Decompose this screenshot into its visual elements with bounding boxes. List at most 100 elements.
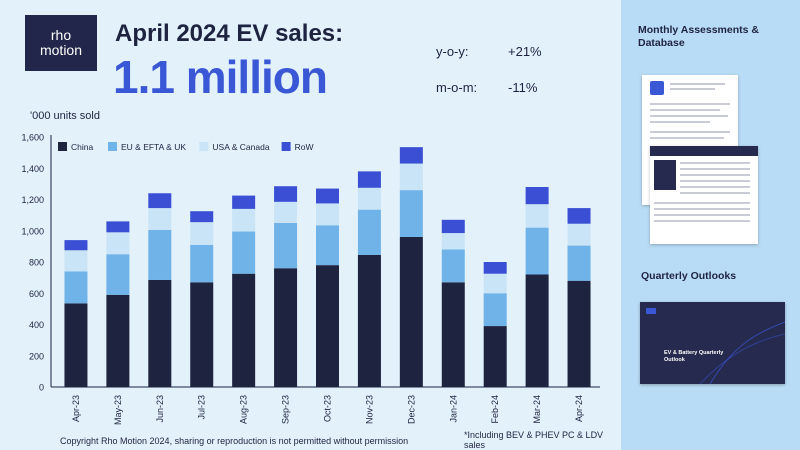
y-tick-label: 600: [29, 289, 44, 299]
x-tick-label: Apr-24: [574, 395, 584, 422]
outlook-card-title: EV & Battery Quarterly Outlook: [664, 350, 724, 363]
bar-usa-canada-jun-23: [148, 208, 172, 230]
x-tick-label: Sep-23: [281, 395, 291, 424]
yoy-label: y-o-y:: [436, 44, 469, 59]
doc-logo-icon: [650, 81, 664, 95]
bar-usa-canada-sep-23: [274, 201, 298, 223]
logo-text-line2: motion: [39, 42, 83, 58]
bar-row-aug-23: [232, 195, 256, 209]
x-tick-label: Aug-23: [239, 395, 249, 424]
bar-row-dec-23: [399, 147, 423, 164]
x-tick-label: Oct-23: [323, 395, 333, 422]
copyright-footer: Copyright Rho Motion 2024, sharing or re…: [60, 436, 409, 446]
y-tick-label: 1,000: [21, 226, 44, 236]
bar-eu-efta-uk-jun-23: [148, 229, 172, 280]
bar-eu-efta-uk-jan-24: [441, 249, 465, 283]
bar-usa-canada-apr-24: [567, 223, 591, 246]
bar-eu-efta-uk-aug-23: [232, 231, 256, 274]
yoy-value: +21%: [508, 44, 542, 59]
bar-china-sep-23: [274, 268, 298, 387]
main-panel: rho motion April 2024 EV sales: 1.1 mill…: [21, 15, 604, 450]
bar-eu-efta-uk-feb-24: [483, 293, 507, 327]
bar-usa-canada-oct-23: [316, 203, 339, 226]
bar-eu-efta-uk-jul-23: [190, 244, 214, 283]
mom-label: m-o-m:: [436, 80, 478, 95]
x-tick-label: Feb-24: [490, 395, 500, 424]
y-tick-label: 1,600: [21, 133, 44, 143]
legend-label: China: [71, 142, 93, 152]
x-tick-label: Nov-23: [364, 395, 374, 424]
y-tick-label: 200: [29, 351, 44, 361]
bar-china-jan-24: [441, 282, 465, 387]
bar-usa-canada-aug-23: [232, 208, 256, 232]
x-tick-label: Jan-24: [448, 395, 458, 423]
bar-eu-efta-uk-sep-23: [274, 222, 298, 269]
legend-label: USA & Canada: [212, 142, 269, 152]
bar-china-dec-23: [399, 237, 423, 387]
outlook-wave-decoration: [646, 308, 785, 384]
logo-text-line1: rho: [50, 27, 72, 43]
bar-usa-canada-dec-23: [399, 163, 423, 191]
bar-row-may-23: [106, 221, 130, 233]
bar-row-mar-24: [525, 187, 549, 205]
legend-swatch: [281, 142, 291, 151]
mom-value: -11%: [508, 80, 538, 95]
bar-china-jul-23: [190, 282, 214, 387]
y-axis-label: '000 units sold: [30, 110, 100, 122]
bar-usa-canada-may-23: [106, 232, 130, 255]
x-tick-label: Dec-23: [406, 395, 416, 424]
bar-eu-efta-uk-apr-23: [64, 271, 88, 304]
bar-china-mar-24: [525, 274, 549, 387]
bar-row-sep-23: [274, 186, 298, 202]
bar-usa-canada-mar-24: [525, 204, 549, 228]
y-tick-label: 1,400: [21, 164, 44, 174]
bar-china-feb-24: [483, 326, 507, 387]
monthly-report-page-2: [650, 146, 758, 244]
bar-usa-canada-apr-23: [64, 250, 88, 272]
x-tick-label: Mar-24: [532, 395, 542, 424]
bar-eu-efta-uk-may-23: [106, 254, 130, 295]
big-number: 1.1 million: [113, 51, 328, 103]
y-tick-label: 0: [39, 383, 44, 393]
legend-swatch: [199, 142, 209, 151]
y-tick-label: 800: [29, 258, 44, 268]
bar-usa-canada-jul-23: [190, 222, 214, 245]
bar-row-jul-23: [190, 211, 214, 223]
rho-motion-logo: rho motion: [25, 15, 97, 71]
bar-row-nov-23: [357, 171, 381, 188]
x-tick-label: Jun-23: [155, 395, 165, 423]
bar-usa-canada-jan-24: [441, 233, 465, 250]
bar-row-apr-23: [64, 240, 88, 251]
bar-china-apr-23: [64, 303, 88, 387]
bar-row-feb-24: [483, 262, 507, 274]
bar-eu-efta-uk-mar-24: [525, 227, 549, 275]
y-tick-label: 400: [29, 320, 44, 330]
bar-row-jan-24: [441, 219, 465, 234]
bar-usa-canada-nov-23: [357, 187, 381, 210]
bar-china-jun-23: [148, 279, 172, 387]
monthly-assessments-title: Monthly Assessments & Database: [638, 24, 759, 49]
x-tick-label: Apr-23: [71, 395, 81, 422]
bar-eu-efta-uk-dec-23: [399, 190, 423, 237]
x-tick-label: May-23: [113, 395, 123, 425]
quarterly-outlooks-title: Quarterly Outlooks: [641, 270, 737, 282]
bar-usa-canada-feb-24: [483, 273, 507, 294]
footnote: *Including BEV & PHEV PC & LDV sales: [464, 430, 604, 450]
bar-china-aug-23: [232, 273, 256, 387]
legend-swatch: [108, 142, 117, 151]
bar-china-apr-24: [567, 280, 591, 387]
bar-eu-efta-uk-nov-23: [357, 209, 381, 255]
legend-label: EU & EFTA & UK: [121, 142, 186, 152]
stacked-bar-chart: 0 200 400 600 800 1,000 1,200 1,400 1,600 Apr-23 M…: [21, 133, 600, 425]
bar-china-oct-23: [316, 265, 339, 387]
bar-china-nov-23: [357, 254, 381, 387]
x-tick-label: Jul-23: [197, 395, 207, 420]
bar-row-apr-24: [567, 208, 591, 224]
bar-eu-efta-uk-apr-24: [567, 245, 591, 281]
bar-row-jun-23: [148, 193, 172, 209]
bar-row-oct-23: [316, 188, 339, 204]
bar-eu-efta-uk-oct-23: [316, 225, 339, 266]
quarterly-outlook-card: EV & Battery Quarterly Outlook: [640, 302, 785, 384]
legend-label: RoW: [295, 142, 314, 152]
headline: April 2024 EV sales:: [115, 20, 344, 47]
